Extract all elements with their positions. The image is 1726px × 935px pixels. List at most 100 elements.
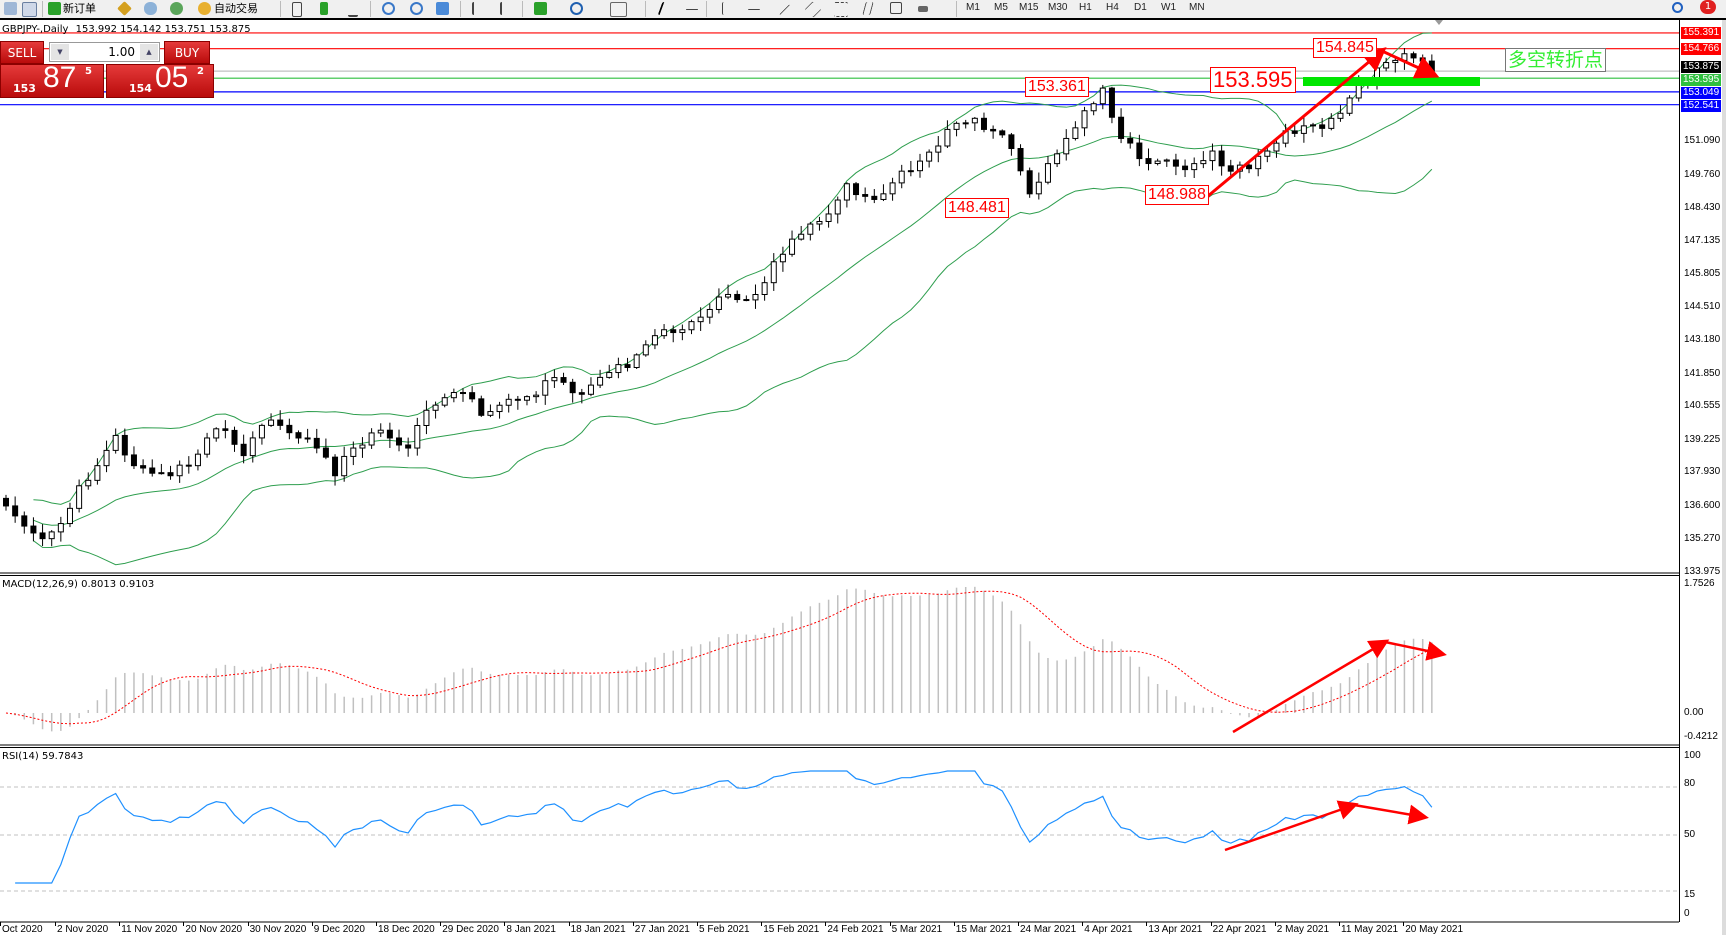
date-tick-label: 18 Dec 2020 [378,924,435,935]
bull-candle [825,213,832,222]
timeframe-m30[interactable]: M30 [1048,2,1068,13]
bull-candle [898,170,905,184]
bull-candle [341,455,348,477]
buy-price-prefix: 154 [129,82,152,95]
search-icon[interactable] [1672,2,1683,13]
annotation-low-148481[interactable]: 148.481 [945,198,1009,218]
annotation-high-153361[interactable]: 153.361 [1025,77,1089,97]
timeframe-mn[interactable]: MN [1189,2,1205,13]
date-tick [568,922,570,926]
timeframe-w1[interactable]: W1 [1161,2,1176,13]
timeframe-h1[interactable]: H1 [1079,2,1092,13]
templates-icon[interactable] [610,2,627,17]
bear-candle [332,456,339,477]
bull-candle [1154,160,1161,165]
zoom-out-icon[interactable] [410,2,423,15]
volume-increase-button[interactable]: ▲ [140,44,158,60]
buy-button[interactable]: BUY [164,41,210,64]
timeframe-m1[interactable]: M1 [966,2,980,13]
tile-windows-icon[interactable] [436,2,449,15]
macd-downtrend-arrow [1384,640,1447,661]
candlestick-chart-icon[interactable] [320,2,328,15]
bull-candle [450,392,457,399]
new-order-button[interactable]: 新订单 [63,2,96,15]
macd-histogram [5,586,1433,732]
indicators-icon[interactable] [534,2,547,15]
bear-candle [853,183,860,196]
bear-candle [1127,137,1134,144]
date-tick [1339,922,1340,926]
bull-candle [505,398,512,406]
terminal-icon[interactable] [144,2,157,15]
timeframe-m15[interactable]: M15 [1019,2,1039,13]
bear-candle [231,429,238,445]
date-tick-label: 24 Mar 2021 [1020,924,1077,935]
auto-trading-button[interactable]: 自动交易 [214,2,258,15]
rsi-series-line [15,770,1433,884]
bear-candle [569,381,576,394]
date-tick-label: 5 Feb 2021 [699,924,750,935]
horizontal-line-icon[interactable] [748,9,760,11]
support-zone-bar [1303,77,1480,86]
zoom-in-icon[interactable] [382,2,395,15]
notification-badge[interactable]: 1 [1700,0,1716,14]
sell-price-big: 87 [43,61,77,94]
bull-candle [542,380,549,396]
bull-candle [76,485,83,509]
text-label-icon[interactable] [890,2,902,14]
annotation-low-148988[interactable]: 148.988 [1145,185,1209,205]
bear-candle [313,437,320,449]
chart-shift-marker-icon[interactable] [1435,20,1443,25]
scrollbar[interactable] [1722,20,1726,935]
buy-price-button[interactable]: 154 05 2 [106,61,214,98]
properties-icon[interactable] [4,2,17,15]
volume-stepper[interactable]: ▼ 1.00 ▲ [49,42,160,62]
price-marker-label: 153.049 [1681,86,1721,99]
timeframe-d1[interactable]: D1 [1134,2,1147,13]
chart-shift-icon[interactable] [472,2,482,15]
volume-value[interactable]: 1.00 [108,45,135,59]
auto-scroll-icon[interactable] [500,2,510,15]
date-tick-label: 8 Jan 2021 [506,924,556,935]
price-tick-label: 147.135 [1684,234,1721,246]
bull-candle [944,128,951,147]
date-tick-label: 4 Apr 2021 [1084,924,1133,935]
signals-icon[interactable] [170,2,183,15]
bear-candle [121,434,128,456]
arrows-icon[interactable] [918,6,928,12]
fibonacci-icon[interactable] [834,2,848,17]
volume-decrease-button[interactable]: ▼ [51,44,69,60]
toolbar: 新订单 自动交易 M1 M5 M15 M30 H1 H4 D1 W1 MN 1 [0,0,1726,20]
auto-trading-icon[interactable] [198,2,211,15]
bear-candle [1108,87,1115,118]
sell-price-prefix: 153 [13,82,36,95]
line-chart-icon[interactable] [348,2,358,17]
date-tick-label: 22 Apr 2021 [1212,924,1267,935]
periods-icon[interactable] [570,2,583,15]
annotation-high-154845[interactable]: 154.845 [1313,38,1377,58]
annotation-level-153595[interactable]: 153.595 [1210,67,1296,93]
bull-candle [1209,150,1216,162]
price-tick-label: 145.805 [1684,268,1721,280]
bear-candle [743,299,750,302]
date-tick [761,922,763,926]
timeframe-h4[interactable]: H4 [1106,2,1119,13]
new-order-icon[interactable] [48,2,61,15]
vertical-line-icon[interactable] [722,2,727,15]
bear-candle [405,444,412,449]
zoom-window-icon[interactable] [22,2,37,17]
bear-candle [304,437,311,440]
bull-candle [533,394,540,398]
crosshair-icon[interactable] [686,9,698,10]
bull-candle [1035,181,1042,195]
turning-point-label[interactable]: 多空转折点 [1505,48,1607,72]
sell-price-button[interactable]: 153 87 5 [0,61,104,98]
bull-candle [350,447,357,457]
rsi-tick-15: 15 [1684,889,1696,900]
price-tick-label: 137.930 [1684,466,1721,478]
bar-chart-icon[interactable] [292,2,302,17]
sell-button[interactable]: SELL [0,41,44,64]
rsi-levels [0,786,1679,892]
timeframe-m5[interactable]: M5 [994,2,1008,13]
